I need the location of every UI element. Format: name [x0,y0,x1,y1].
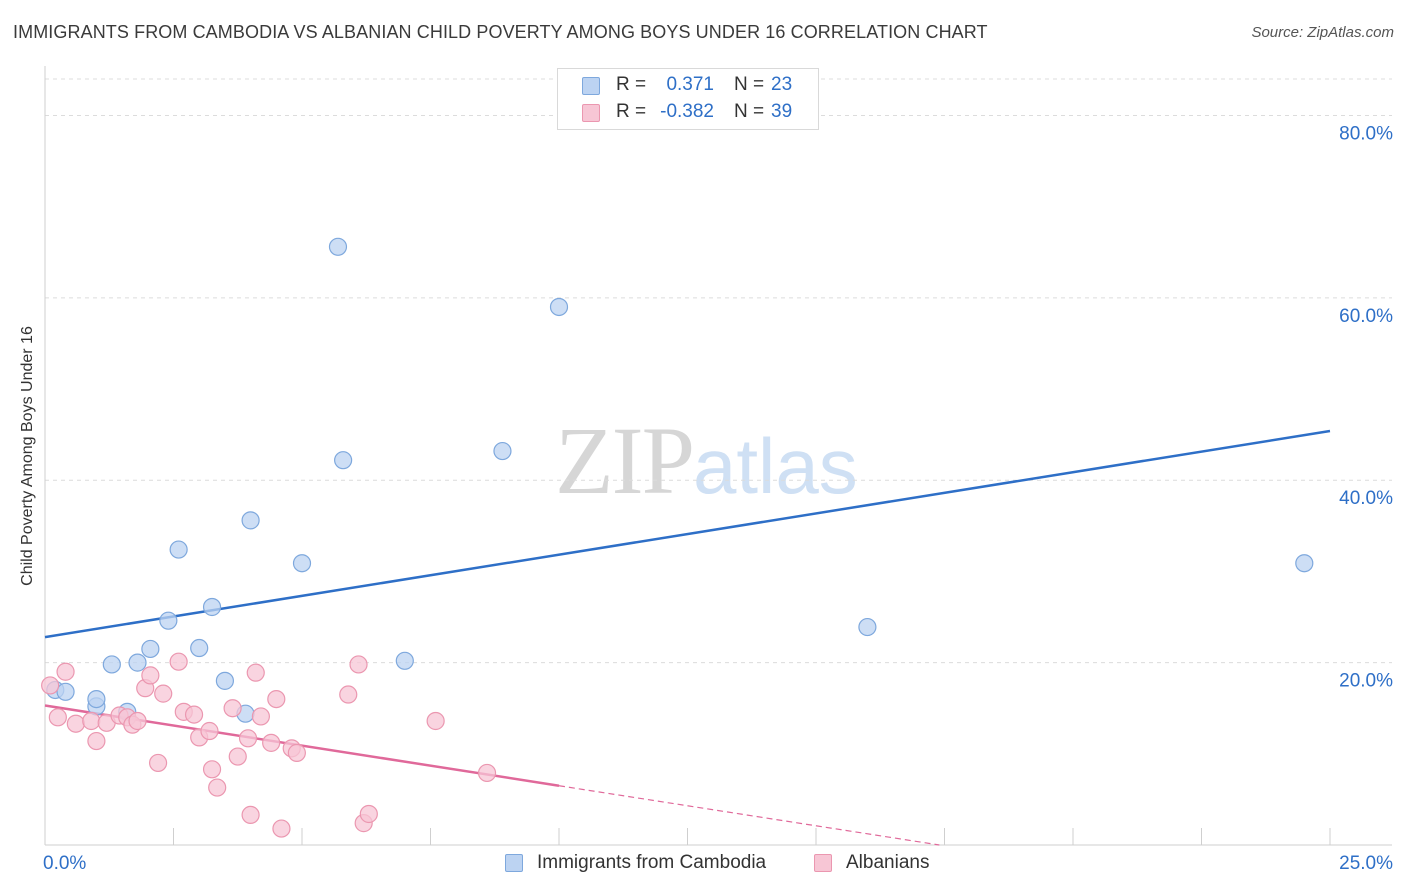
data-point-albanians [48,708,67,727]
data-point-albanians [82,711,101,731]
legend-n-value: 39 [771,101,793,122]
data-point-albanians [272,819,291,838]
data-point-albanians [228,747,247,766]
data-point-albanians [246,663,265,682]
data-point-cambodia [169,540,188,559]
bottom-legend-label-cambodia: Immigrants from Cambodia [537,852,767,873]
bottom-legend-swatch-albanians [814,854,832,872]
data-point-albanians [238,729,258,748]
data-point-albanians [426,711,445,731]
data-point-cambodia [102,655,121,674]
data-point-cambodia [292,554,312,573]
data-point-albanians [241,805,260,825]
data-point-albanians [202,760,222,779]
data-point-cambodia [395,651,414,670]
bottom-legend-swatch-cambodia [505,854,523,872]
watermark: ZIPatlas [555,405,858,516]
point-layer [41,237,1314,838]
tick-label-layer: 20.0% 40.0% 60.0% 80.0% 0.0% 25.0% [43,123,1393,874]
data-point-cambodia [215,671,234,690]
legend-row-albanians: R = -0.382 N = 39 [558,101,818,125]
x-tick-label: 0.0% [43,853,86,874]
data-point-cambodia [549,297,569,317]
y-tick-label: 80.0% [1339,123,1393,144]
y-tick-label: 20.0% [1339,671,1393,692]
legend-swatch-cambodia [582,77,600,95]
legend-n-label: N = [734,101,765,122]
legend-n-label: N = [734,74,765,95]
data-point-albanians [148,753,168,773]
data-point-albanians [267,689,286,709]
stats-legend: R = 0.371 N = 23 R = -0.382 N = 39 [557,68,819,130]
data-point-cambodia [141,639,160,659]
data-point-albanians [66,714,85,733]
data-point-cambodia [159,611,178,630]
data-point-albanians [477,763,497,783]
data-point-albanians [184,705,204,724]
data-point-cambodia [87,689,106,709]
axis-layer [44,66,1392,846]
watermark-zip: ZIP [555,407,695,514]
chart-source: Source: ZipAtlas.com [1251,24,1394,41]
data-point-cambodia [328,237,348,256]
watermark-atlas: atlas [693,422,858,510]
trend-layer [44,429,1331,846]
legend-n-value: 23 [771,74,793,95]
data-point-cambodia [241,511,260,530]
data-point-albanians [223,699,242,718]
y-tick-label: 60.0% [1339,306,1393,327]
data-point-cambodia [202,597,222,617]
data-point-albanians [128,711,147,731]
trend-line-cambodia [44,429,1331,639]
legend-row-cambodia: R = 0.371 N = 23 [558,74,818,98]
data-point-cambodia [858,617,877,637]
legend-r-label: R = [616,101,647,122]
data-point-albanians [169,652,188,671]
trend-line-extension-albanians [558,785,940,846]
data-point-cambodia [334,451,353,470]
data-point-albanians [359,804,378,824]
data-point-albanians [208,778,227,797]
data-point-albanians [141,666,160,685]
data-point-albanians [87,731,106,751]
data-point-albanians [200,721,219,741]
data-point-cambodia [493,441,512,461]
grid-layer [45,78,1392,664]
data-point-cambodia [56,682,75,701]
data-point-cambodia [190,638,209,658]
y-tick-label: 40.0% [1339,488,1393,509]
legend-r-label: R = [616,74,647,95]
data-point-albanians [56,662,75,681]
x-tick-label: 25.0% [1339,853,1393,874]
chart-title: IMMIGRANTS FROM CAMBODIA VS ALBANIAN CHI… [13,22,988,42]
data-point-albanians [251,707,270,726]
data-point-albanians [41,676,60,695]
data-point-albanians [262,733,281,752]
legend-r-value: 0.371 [666,74,714,95]
data-point-albanians [287,743,306,762]
data-point-cambodia [1295,554,1314,573]
legend-r-value: -0.382 [660,101,714,122]
legend-swatch-albanians [582,104,600,122]
data-point-cambodia [128,653,147,672]
bottom-legend-label-albanians: Albanians [846,852,930,873]
y-axis-title: Child Poverty Among Boys Under 16 [19,326,36,586]
data-point-albanians [154,684,173,703]
data-point-albanians [349,655,368,674]
data-point-albanians [339,685,358,704]
